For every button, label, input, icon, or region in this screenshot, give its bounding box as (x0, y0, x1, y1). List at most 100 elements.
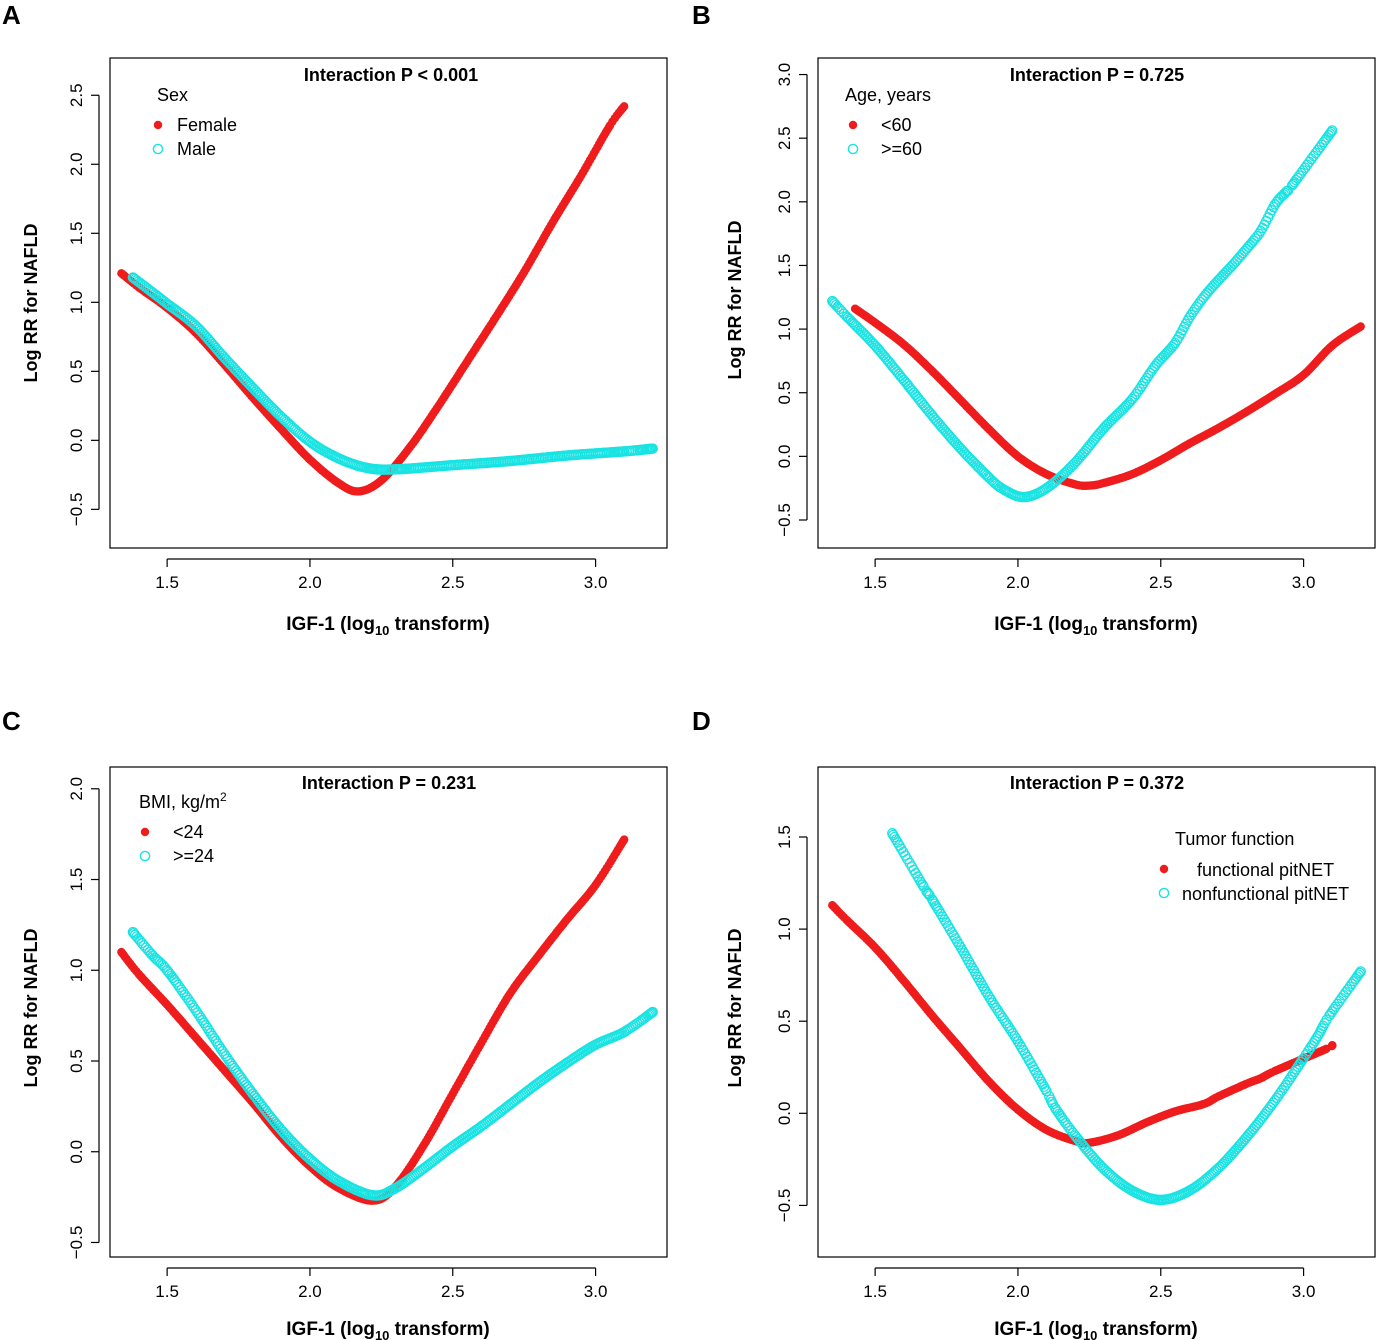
data-point (965, 959, 977, 971)
data-point (962, 451, 974, 462)
data-point (1009, 1030, 1020, 1042)
data-point (1286, 180, 1298, 191)
data-point (948, 930, 959, 941)
data-point (853, 323, 865, 335)
data-point (955, 443, 967, 454)
data-point (1034, 1073, 1045, 1085)
data-point (1184, 312, 1195, 323)
panel-c-x-tick-label: 2.5 (441, 1282, 465, 1301)
data-point (1136, 380, 1147, 392)
data-point (992, 1005, 1004, 1016)
data-point (1328, 1041, 1337, 1050)
panel-a-letter: A (2, 0, 21, 30)
panel-a-legend-label-series1: Female (177, 115, 237, 135)
panel-c-y-axis: −0.5 0.0 0.5 1.0 1.5 2.0 (67, 777, 100, 1260)
data-point (855, 325, 867, 336)
data-point (975, 977, 987, 989)
data-point (1353, 969, 1364, 980)
panel-b-x-axis-label: IGF-1 (log10 transform) (994, 614, 1197, 638)
data-point (1326, 125, 1338, 136)
panel-a-y-tick-label: 1.0 (67, 290, 86, 314)
panel-a-y-tick-label: 0.0 (67, 429, 86, 453)
panel-c-y-tick-label: 2.0 (67, 777, 86, 801)
data-point (974, 974, 985, 986)
panel-d-legend-marker-series2 (1158, 887, 1170, 899)
data-point (146, 948, 157, 960)
data-point (1253, 228, 1265, 240)
data-point (935, 908, 947, 920)
data-point (207, 1030, 218, 1042)
panel-c-y-tick-label: 1.0 (67, 958, 86, 982)
panel-a-y-tick-label: 2.0 (67, 152, 86, 176)
data-point (1089, 1154, 1101, 1165)
data-point (1016, 1042, 1027, 1053)
data-point (1130, 388, 1142, 400)
data-point (979, 983, 990, 995)
data-point (203, 1025, 215, 1036)
panel-c-x-tick-label: 3.0 (584, 1282, 608, 1301)
data-point (1356, 322, 1365, 331)
data-point (972, 971, 983, 983)
panel-b-series-2 (827, 125, 1338, 503)
panel-a-series-2 (127, 272, 658, 475)
panel-c-x-tick-label: 1.5 (155, 1282, 179, 1301)
data-point (647, 443, 658, 454)
panel-c-y-tick-label: −0.5 (67, 1226, 86, 1260)
panel-b-y-tick-label: −0.5 (775, 503, 794, 537)
panel-a-x-axis-label: IGF-1 (log10 transform) (286, 614, 489, 638)
data-point (1284, 1074, 1295, 1085)
panel-b-letter: B (692, 0, 711, 30)
data-point (957, 945, 968, 956)
data-point (1281, 186, 1292, 197)
panel-d-series-1 (828, 901, 1337, 1148)
data-point (890, 834, 902, 845)
data-point (644, 1009, 655, 1020)
data-point (170, 305, 182, 316)
panel-c-y-tick-label: 0.0 (67, 1140, 86, 1164)
data-point (861, 330, 872, 342)
panel-a-legend-title: Sex (157, 85, 188, 105)
data-point (202, 1022, 213, 1034)
panel-b-legend-label-series2: >=60 (881, 139, 922, 159)
panel-d-y-axis: −0.5 0.0 0.5 1.0 1.5 (775, 825, 808, 1223)
data-point (1278, 1082, 1290, 1093)
data-point (950, 933, 961, 944)
panel-c-legend-label-series1: <24 (173, 822, 204, 842)
panel-b-x-tick-label: 1.5 (863, 573, 887, 592)
data-point (990, 1002, 1002, 1014)
panel-a-y-tick-label: −0.5 (67, 493, 86, 527)
panel-a-legend-marker-series2 (152, 143, 164, 155)
panel-c-plot-frame (109, 766, 668, 1258)
panel-b-series-1 (850, 304, 1365, 490)
panel-d-x-axis-label: IGF-1 (log10 transform) (994, 1319, 1197, 1340)
panel-c-legend-marker-series1 (140, 827, 150, 837)
panel-d-y-tick-label: 1.5 (775, 825, 794, 849)
panel-c-y-tick-label: 0.5 (67, 1049, 86, 1073)
data-point (953, 441, 965, 453)
panel-b-legend-label-series1: <60 (881, 115, 912, 135)
data-point (645, 1008, 656, 1019)
data-point (179, 989, 191, 1001)
panel-d-letter: D (692, 706, 711, 736)
panel-a-y-tick-label: 1.5 (67, 221, 86, 245)
data-point (1280, 1079, 1291, 1091)
panel-d-y-tick-label: −0.5 (775, 1189, 794, 1223)
data-point (1219, 267, 1231, 279)
panel-a-x-tick-label: 2.5 (441, 573, 465, 592)
data-point (960, 951, 972, 962)
data-point (1273, 1090, 1284, 1101)
data-point (1295, 167, 1307, 179)
panel-c-x-axis: 1.5 2.0 2.5 3.0 (155, 1267, 608, 1301)
data-point (193, 1009, 205, 1021)
data-point (959, 447, 970, 458)
data-point (1041, 1085, 1052, 1097)
panel-b-y-axis-label: Log RR for NAFLD (725, 221, 745, 380)
panel-c: C Interaction P = 0.231 BMI, kg/m2 <24 >… (2, 706, 668, 1340)
data-point (864, 334, 876, 346)
panel-b-y-axis: −0.5 0.0 0.5 1.0 1.5 2.0 2.5 3.0 (775, 63, 808, 537)
data-point (405, 1173, 416, 1184)
data-point (1141, 372, 1152, 384)
data-point (857, 327, 868, 338)
data-point (1328, 1003, 1339, 1015)
